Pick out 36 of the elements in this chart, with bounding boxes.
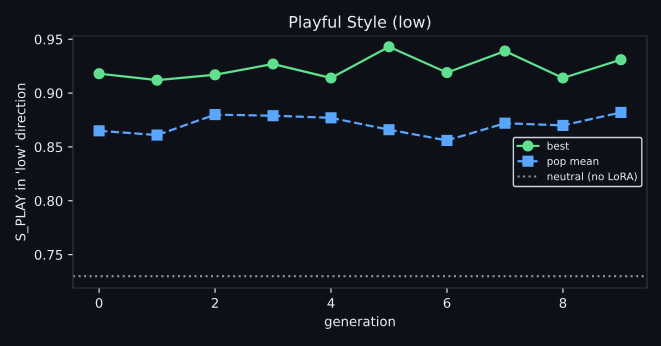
- point: [267, 58, 279, 70]
- y-tick-label: 0.85: [34, 142, 62, 152]
- legend-label: pop mean: [548, 159, 598, 168]
- point: [267, 110, 279, 122]
- x-tick-label: 0: [96, 298, 102, 308]
- point: [557, 120, 568, 131]
- point: [325, 112, 337, 124]
- y-axis-title: S_PLAY in 'low' direction: [15, 84, 28, 241]
- x-tick-label: 6: [444, 298, 450, 308]
- y-tick-label: 0.90: [34, 88, 62, 98]
- point: [615, 106, 626, 118]
- point: [499, 118, 511, 129]
- point: [557, 72, 568, 84]
- point: [94, 125, 105, 136]
- y-tick-label: 0.80: [34, 196, 62, 206]
- point: [383, 124, 395, 136]
- point: [383, 41, 395, 52]
- x-axis-title: generation: [324, 316, 395, 329]
- point: [499, 46, 511, 57]
- point: [325, 72, 337, 84]
- point: [615, 54, 626, 66]
- chart-title: Playful Style (low): [290, 16, 430, 31]
- point: [441, 134, 453, 146]
- point: [152, 130, 163, 141]
- point: [94, 68, 105, 80]
- point: [441, 67, 453, 78]
- legend-label: best: [548, 142, 569, 150]
- y-tick-label: 0.75: [34, 250, 62, 260]
- x-tick-label: 8: [560, 298, 566, 308]
- point: [209, 69, 221, 80]
- x-tick-label: 2: [212, 298, 218, 308]
- point: [209, 109, 221, 120]
- point: [152, 74, 163, 86]
- legend-label: neutral (no LoRA): [548, 172, 637, 182]
- y-tick-label: 0.95: [34, 34, 62, 44]
- x-tick-label: 4: [327, 298, 334, 308]
